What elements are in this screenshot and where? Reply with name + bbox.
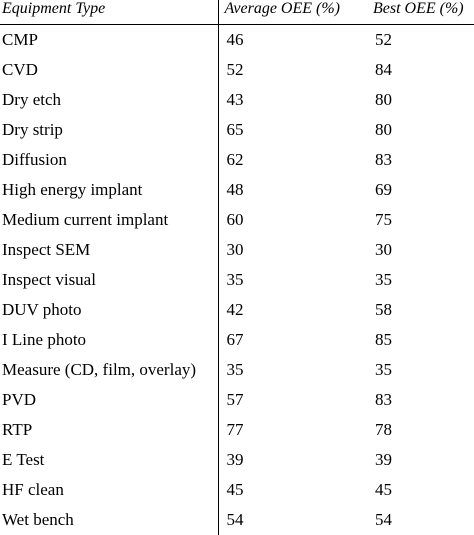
average-oee-cell: 35	[218, 265, 365, 295]
average-oee-cell: 67	[218, 325, 365, 355]
best-oee-cell: 39	[365, 445, 474, 475]
equipment-type-cell: Inspect visual	[0, 265, 218, 295]
equipment-type-cell: DUV photo	[0, 295, 218, 325]
best-oee-cell: 75	[365, 205, 474, 235]
average-oee-cell: 62	[218, 145, 365, 175]
best-oee-cell: 35	[365, 355, 474, 385]
average-oee-cell: 46	[218, 25, 365, 56]
average-oee-cell: 35	[218, 355, 365, 385]
average-oee-cell: 65	[218, 115, 365, 145]
average-oee-cell: 39	[218, 445, 365, 475]
best-oee-cell: 83	[365, 145, 474, 175]
equipment-type-cell: Inspect SEM	[0, 235, 218, 265]
average-oee-cell: 77	[218, 415, 365, 445]
best-oee-cell: 78	[365, 415, 474, 445]
average-oee-cell: 43	[218, 85, 365, 115]
equipment-type-cell: Dry strip	[0, 115, 218, 145]
header-row: Equipment Type Average OEE (%) Best OEE …	[0, 0, 474, 25]
best-oee-cell: 85	[365, 325, 474, 355]
average-oee-cell: 42	[218, 295, 365, 325]
best-oee-cell: 58	[365, 295, 474, 325]
best-oee-cell: 80	[365, 115, 474, 145]
average-oee-cell: 60	[218, 205, 365, 235]
best-oee-cell: 80	[365, 85, 474, 115]
best-oee-cell: 54	[365, 505, 474, 535]
best-oee-cell: 69	[365, 175, 474, 205]
average-oee-cell: 52	[218, 55, 365, 85]
average-oee-cell: 54	[218, 505, 365, 535]
average-oee-cell: 30	[218, 235, 365, 265]
equipment-type-cell: Dry etch	[0, 85, 218, 115]
header-best-oee: Best OEE (%)	[365, 0, 474, 25]
header-equipment-type: Equipment Type	[0, 0, 218, 25]
best-oee-cell: 35	[365, 265, 474, 295]
equipment-type-cell: E Test	[0, 445, 218, 475]
best-oee-cell: 84	[365, 55, 474, 85]
best-oee-cell: 45	[365, 475, 474, 505]
equipment-type-cell: Diffusion	[0, 145, 218, 175]
average-oee-cell: 45	[218, 475, 365, 505]
best-oee-cell: 83	[365, 385, 474, 415]
equipment-type-cell: Measure (CD, film, overlay)	[0, 355, 218, 385]
average-oee-cell: 57	[218, 385, 365, 415]
equipment-type-cell: Medium current implant	[0, 205, 218, 235]
equipment-type-cell: CVD	[0, 55, 218, 85]
equipment-type-cell: Wet bench	[0, 505, 218, 535]
equipment-type-cell: I Line photo	[0, 325, 218, 355]
equipment-type-cell: PVD	[0, 385, 218, 415]
equipment-type-cell: CMP	[0, 25, 218, 56]
best-oee-cell: 52	[365, 25, 474, 56]
average-oee-cell: 48	[218, 175, 365, 205]
equipment-type-cell: High energy implant	[0, 175, 218, 205]
equipment-type-cell: RTP	[0, 415, 218, 445]
header-average-oee: Average OEE (%)	[218, 0, 365, 25]
best-oee-cell: 30	[365, 235, 474, 265]
equipment-type-cell: HF clean	[0, 475, 218, 505]
table-header: Equipment Type Average OEE (%) Best OEE …	[0, 0, 474, 25]
